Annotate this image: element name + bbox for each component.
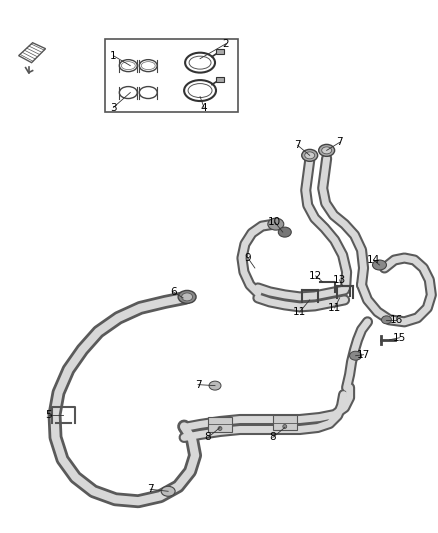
Ellipse shape — [350, 351, 361, 360]
Ellipse shape — [278, 227, 291, 237]
Text: 7: 7 — [336, 138, 343, 148]
Ellipse shape — [372, 260, 386, 270]
Text: 13: 13 — [333, 275, 346, 285]
Ellipse shape — [319, 144, 335, 156]
Text: 14: 14 — [367, 255, 380, 265]
Ellipse shape — [268, 218, 284, 230]
Bar — [106, 39, 238, 112]
Text: 6: 6 — [170, 287, 177, 297]
Bar — [208, 416, 232, 432]
Text: 7: 7 — [195, 379, 201, 390]
Text: 4: 4 — [201, 102, 207, 112]
Text: 11: 11 — [328, 303, 341, 313]
Ellipse shape — [302, 149, 318, 161]
Ellipse shape — [161, 486, 175, 496]
Text: 5: 5 — [45, 409, 52, 419]
Bar — [216, 77, 224, 82]
Ellipse shape — [218, 426, 222, 431]
Text: 15: 15 — [393, 333, 406, 343]
Ellipse shape — [305, 152, 314, 159]
Text: 9: 9 — [244, 253, 251, 263]
Text: 16: 16 — [390, 315, 403, 325]
Ellipse shape — [381, 316, 392, 324]
Text: 7: 7 — [294, 140, 301, 150]
Ellipse shape — [283, 424, 287, 429]
Ellipse shape — [182, 293, 193, 301]
Text: 10: 10 — [268, 217, 281, 227]
Bar — [273, 415, 297, 431]
Ellipse shape — [321, 147, 332, 154]
Bar — [216, 49, 224, 54]
Text: 17: 17 — [357, 350, 370, 360]
Text: 8: 8 — [269, 432, 276, 442]
Text: 11: 11 — [293, 307, 306, 317]
Text: 1: 1 — [110, 51, 117, 61]
Text: 7: 7 — [147, 484, 154, 494]
Ellipse shape — [178, 290, 196, 303]
Text: 3: 3 — [110, 102, 117, 112]
Text: 8: 8 — [205, 432, 212, 442]
Text: 2: 2 — [223, 39, 229, 49]
Ellipse shape — [209, 381, 221, 390]
Text: 12: 12 — [309, 271, 322, 281]
